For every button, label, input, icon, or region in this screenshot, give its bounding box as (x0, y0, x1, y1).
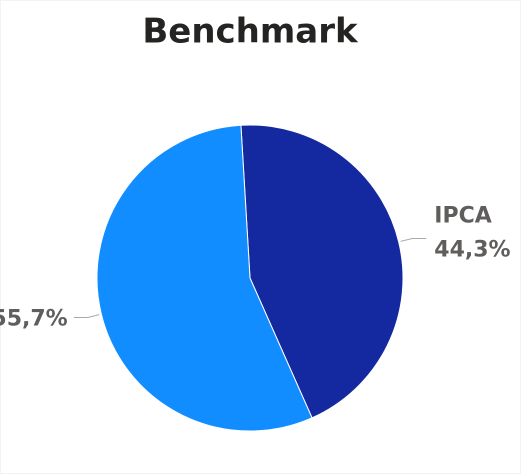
pie (96, 124, 404, 432)
leader-line (73, 314, 100, 318)
pie-slice (240, 124, 404, 419)
chart-title: Benchmark (142, 12, 359, 52)
pie-slice (96, 124, 313, 432)
leader-line (400, 238, 427, 242)
value-label: 44,3% (434, 238, 510, 263)
category-label: IPCA (434, 204, 491, 229)
value-label: 55,7% (0, 306, 68, 331)
